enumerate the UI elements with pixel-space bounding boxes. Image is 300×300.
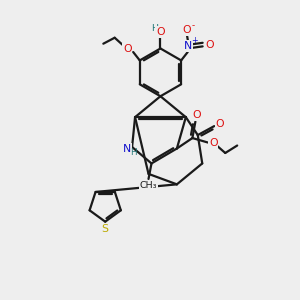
Text: -: - [191,21,194,30]
Text: O: O [216,119,224,129]
Text: +: + [191,36,198,45]
Text: O: O [209,138,218,148]
Text: O: O [123,44,131,54]
Text: S: S [102,224,109,234]
Text: CH₃: CH₃ [140,181,157,190]
Text: N: N [123,143,131,154]
Text: H: H [130,148,137,158]
Text: O: O [192,110,201,120]
Text: O: O [156,27,165,37]
Text: O: O [182,25,191,35]
Text: O: O [206,40,214,50]
Text: N: N [184,41,192,51]
Text: H: H [152,24,159,33]
